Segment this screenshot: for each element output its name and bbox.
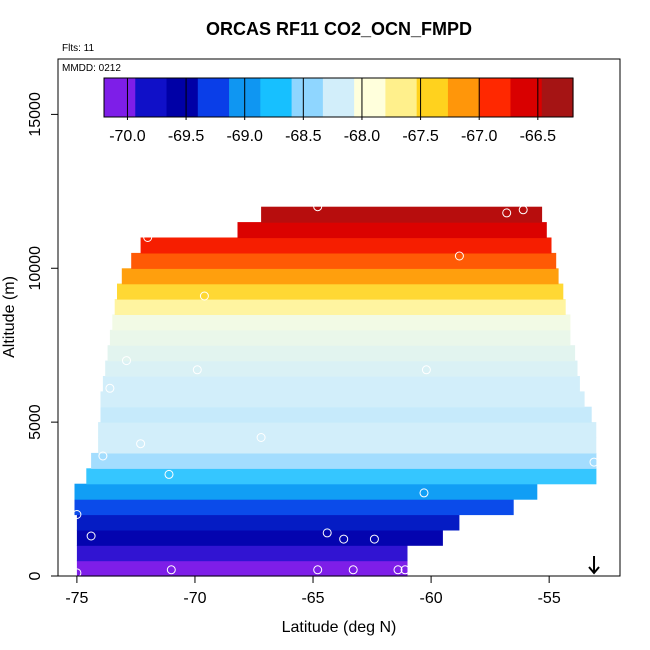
date-label: MMDD: 0212	[62, 63, 121, 74]
flight-point	[518, 205, 528, 215]
x-axis: -75 -70 -65 -60 -55	[65, 576, 561, 607]
flight-point	[199, 291, 209, 301]
flight-point	[339, 534, 349, 544]
colorbar-tick-label: -69.5	[168, 128, 205, 145]
heatmap-band	[91, 452, 597, 469]
y-axis: 0 5000 10000 15000	[27, 92, 58, 580]
y-tick-label: 5000	[27, 404, 44, 440]
colorbar-tick-label: -69.0	[226, 128, 263, 145]
x-tick-label: -70	[183, 590, 206, 607]
flight-point	[143, 233, 153, 242]
flight-point	[313, 202, 323, 212]
arrow-marker	[588, 556, 600, 575]
colorbar-swatch	[291, 78, 324, 117]
heatmap-band	[100, 391, 585, 408]
colorbar-swatch	[322, 78, 355, 117]
heatmap-band	[237, 222, 547, 239]
heatmap-band	[105, 360, 578, 377]
flight-point	[348, 565, 358, 575]
colorbar: -70.0 -69.5 -69.0 -68.5 -68.0 -67.5 -67.0 -66.5	[103, 77, 574, 145]
flight-point	[86, 531, 96, 541]
flight-point	[322, 528, 332, 538]
heatmap-cells	[74, 206, 597, 577]
x-tick-label: -55	[538, 590, 561, 607]
flight-point	[72, 510, 82, 519]
heatmap-band	[86, 468, 597, 485]
y-tick-label: 15000	[27, 92, 44, 137]
heatmap-band	[76, 514, 460, 531]
heatmap-band	[114, 299, 566, 315]
flight-point	[136, 439, 146, 449]
colorbar-swatch	[416, 78, 449, 117]
heatmap-band	[107, 345, 576, 362]
flight-point	[421, 365, 431, 375]
y-tick-label: 10000	[27, 246, 44, 291]
flight-points	[72, 202, 599, 578]
flight-point	[164, 469, 174, 479]
flight-point	[122, 356, 131, 366]
flight-point	[589, 485, 599, 495]
colorbar-swatch	[541, 78, 574, 117]
heatmap-band	[98, 422, 597, 439]
flight-point	[502, 208, 512, 218]
colorbar-swatch	[385, 78, 418, 117]
arrow-head	[588, 566, 600, 575]
y-axis-label: Altitude (m)	[1, 276, 18, 358]
flight-point	[105, 383, 115, 393]
plot-frame	[57, 58, 621, 577]
flight-point	[256, 433, 266, 442]
colorbar-swatch	[354, 78, 386, 117]
flight-point	[400, 565, 410, 575]
heatmap-band	[74, 499, 514, 516]
colorbar-swatch	[479, 78, 512, 117]
x-axis-label: Latitude (deg N)	[282, 619, 397, 636]
colorbar-tick-label: -68.0	[344, 128, 381, 145]
colorbar-swatch	[447, 78, 480, 117]
colorbar-tick-label: -67.0	[461, 128, 498, 145]
flights-label: Flts: 11	[62, 43, 94, 54]
heatmap-band	[76, 529, 443, 546]
heatmap-band	[100, 406, 592, 423]
flight-point	[393, 565, 403, 575]
flight-point	[166, 565, 176, 575]
x-tick-label: -65	[301, 590, 324, 607]
flight-point	[369, 534, 379, 544]
flight-point	[192, 365, 202, 375]
heatmap-band	[117, 283, 564, 300]
flight-point	[98, 451, 108, 461]
colorbar-swatch	[166, 78, 199, 117]
colorbar-tick-label: -66.5	[520, 128, 557, 145]
y-tick-label: 0	[27, 571, 44, 580]
flight-point	[454, 251, 464, 261]
heatmap-band	[76, 560, 408, 577]
colorbar-swatch	[260, 78, 293, 117]
colorbar-swatch	[135, 78, 168, 117]
heatmap-band	[98, 437, 597, 454]
colorbar-tick-label: -70.0	[109, 128, 146, 145]
heatmap-band	[76, 545, 408, 562]
chart-title: ORCAS RF11 CO2_OCN_FMPD	[206, 19, 472, 39]
x-tick-label: -60	[420, 590, 443, 607]
colorbar-swatch	[104, 78, 136, 117]
heatmap-band	[109, 329, 571, 346]
heatmap-band	[261, 206, 543, 223]
heatmap-band	[112, 314, 571, 331]
heatmap-band	[131, 252, 557, 269]
colorbar-swatch	[510, 78, 543, 117]
heatmap-band	[121, 268, 559, 285]
colorbar-frame	[103, 77, 574, 118]
heatmap-band	[140, 237, 552, 254]
colorbar-tick-label: -68.5	[285, 128, 322, 145]
flight-point	[589, 457, 599, 467]
flight-point	[419, 488, 429, 498]
heatmap-band	[74, 483, 538, 500]
x-tick-label: -75	[65, 590, 88, 607]
flight-point	[313, 565, 323, 575]
colorbar-tick-label: -67.5	[402, 128, 439, 145]
heatmap-band	[102, 376, 580, 392]
colorbar-swatch	[197, 78, 230, 117]
